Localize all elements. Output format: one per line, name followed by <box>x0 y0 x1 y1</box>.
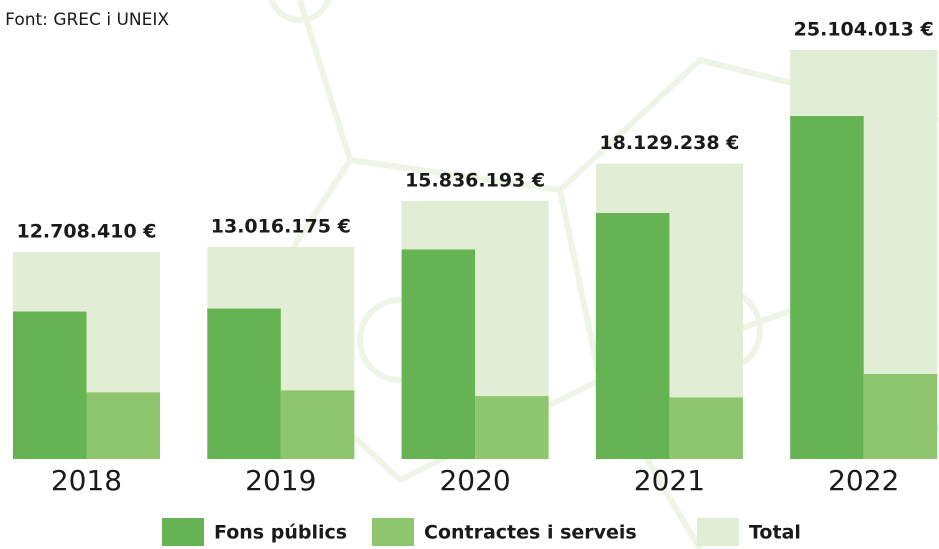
bar <box>864 374 938 459</box>
x-tick-label: 2021 <box>634 464 705 497</box>
legend-swatch <box>697 518 739 546</box>
chart: (*) Font: GREC i UNEIX 12.708.410 €20181… <box>0 0 939 549</box>
source-note: (*) Font: GREC i UNEIX <box>0 10 169 30</box>
legend-label: Contractes i serveis <box>424 522 637 544</box>
bar <box>87 392 161 459</box>
bar <box>669 397 743 459</box>
x-tick-label: 2019 <box>245 464 316 497</box>
legend-label: Fons públics <box>214 522 347 544</box>
x-tick-label: 2022 <box>828 464 899 497</box>
legend: Fons públics Contractes i serveis Total <box>162 518 801 546</box>
bar <box>790 116 864 459</box>
value-label: 18.129.238 € <box>599 132 739 154</box>
bar <box>475 396 548 459</box>
bar <box>13 312 87 459</box>
bar <box>402 249 476 459</box>
legend-swatch <box>162 518 204 546</box>
x-tick-label: 2018 <box>51 464 122 497</box>
plot: 12.708.410 € 2018 13.016.175 € 2019 15.836.1… <box>13 19 937 498</box>
bar <box>207 309 280 459</box>
value-label: 13.016.175 € <box>211 215 351 237</box>
value-label: 25.104.013 € <box>794 19 934 41</box>
bar <box>281 390 355 459</box>
legend-swatch <box>372 518 414 546</box>
bar <box>596 213 670 459</box>
value-label: 15.836.193 € <box>405 169 545 191</box>
value-label: 12.708.410 € <box>16 220 156 242</box>
legend-label: Total <box>749 522 801 544</box>
x-tick-label: 2020 <box>439 464 510 497</box>
